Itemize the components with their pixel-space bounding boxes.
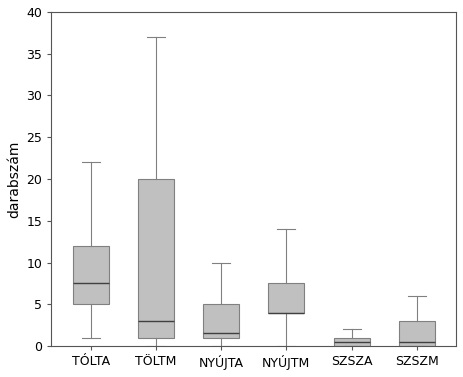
PathPatch shape (203, 304, 239, 338)
Y-axis label: darabszám: darabszám (7, 140, 21, 218)
PathPatch shape (138, 179, 174, 338)
PathPatch shape (334, 338, 369, 346)
PathPatch shape (269, 284, 304, 313)
PathPatch shape (399, 321, 435, 346)
PathPatch shape (73, 246, 108, 304)
